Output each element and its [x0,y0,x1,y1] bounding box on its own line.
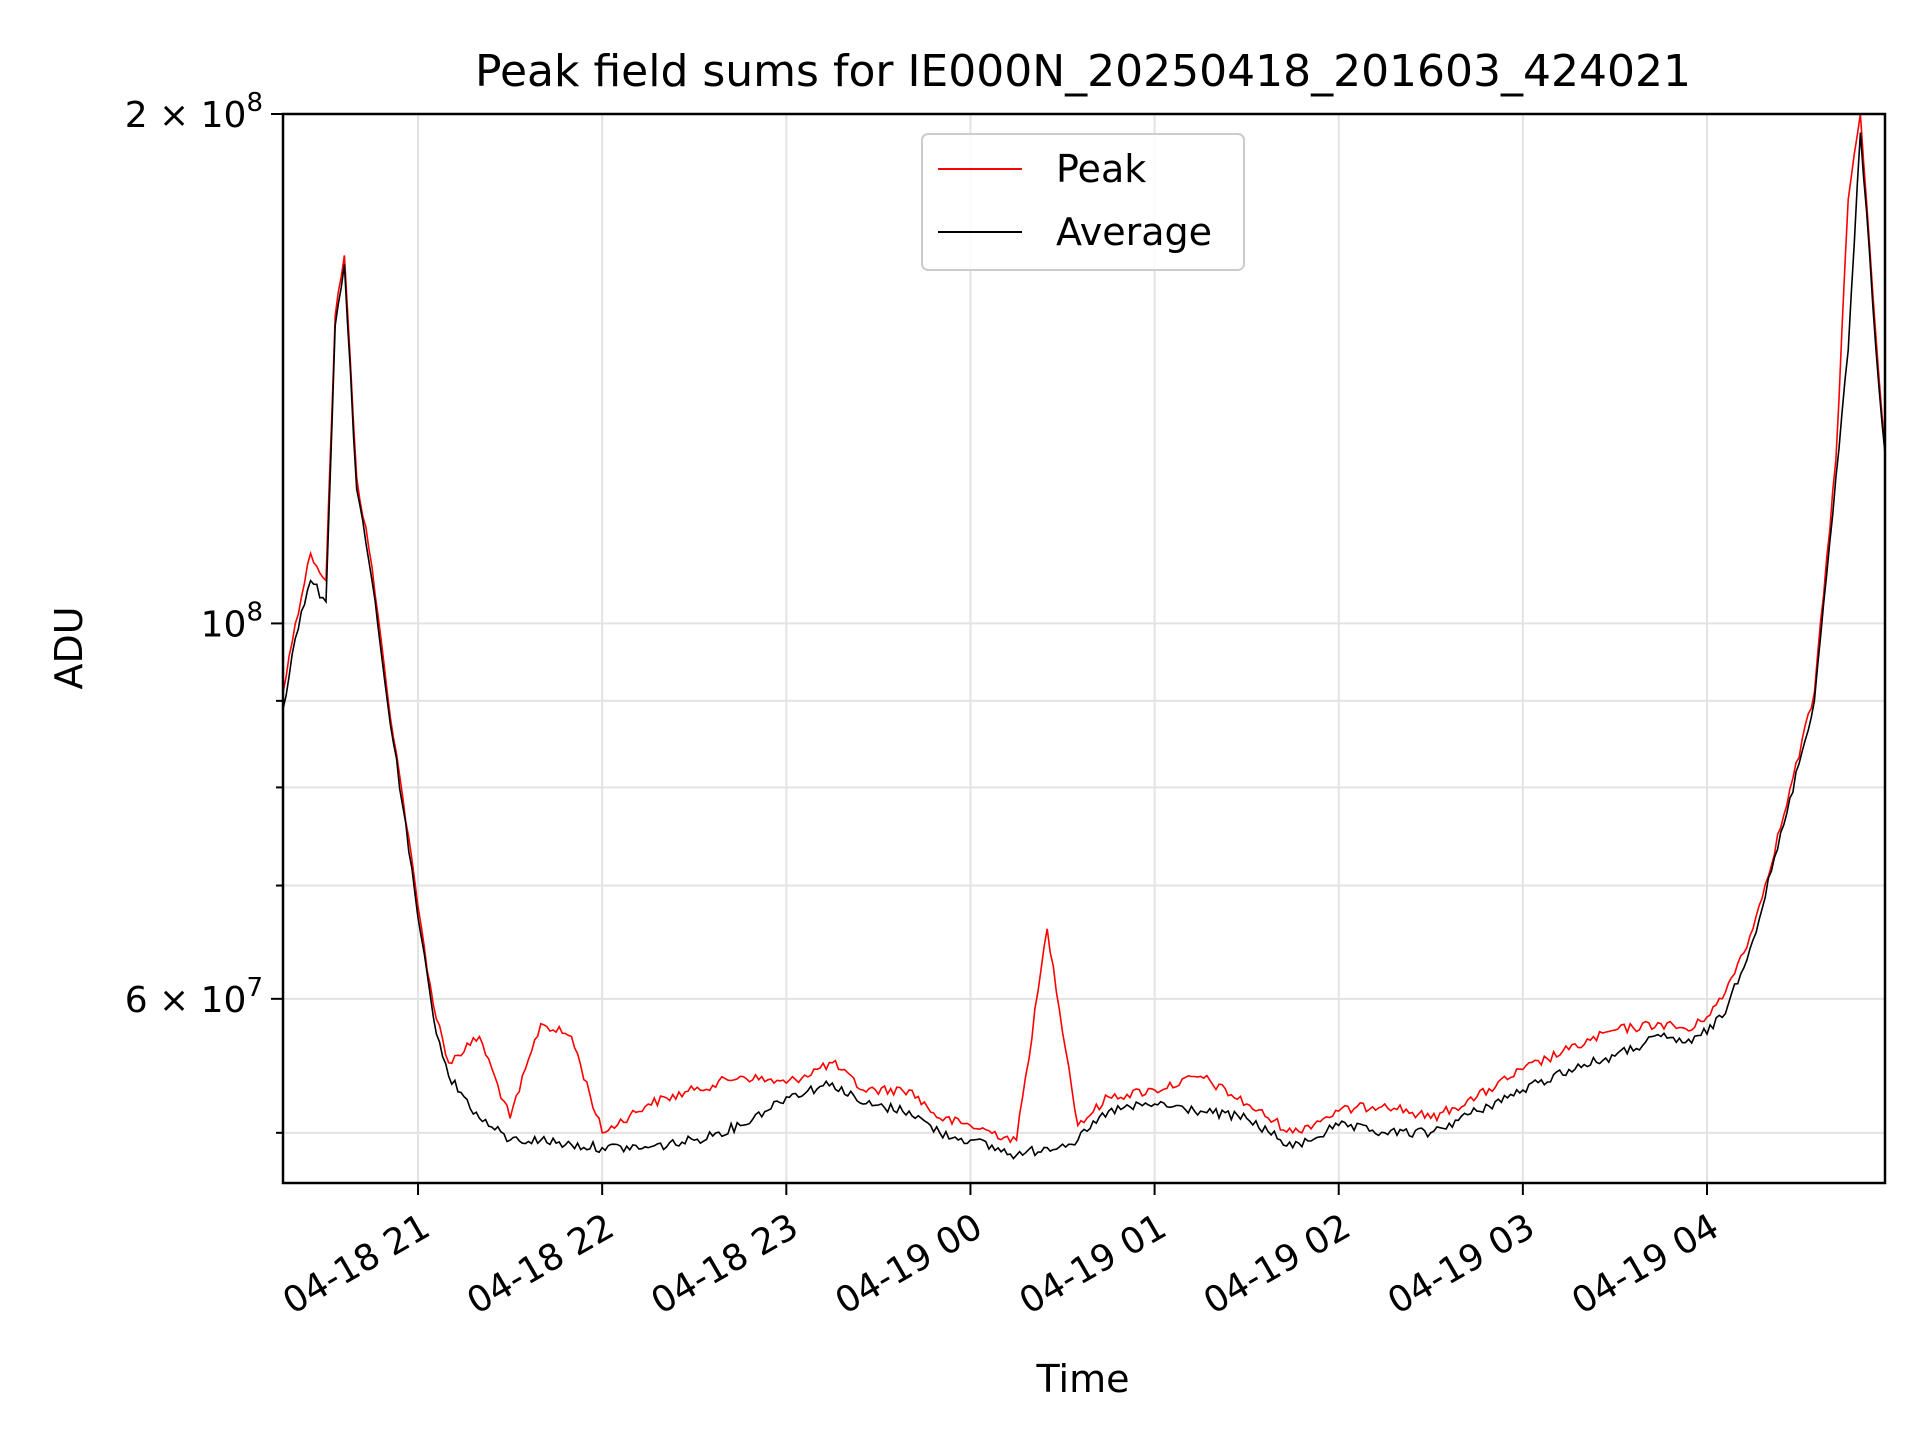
y-axis-ticks: 2 × 108 108 6 × 107 [125,88,283,1134]
series-lines [282,113,1886,1160]
legend-label-average: Average [1056,210,1212,254]
x-tick-label: 04-18 23 [645,1206,806,1322]
y-axis-label: ADU [47,606,91,689]
series-line-average [282,132,1886,1160]
y-tick-label: 108 [201,597,263,645]
x-axis-ticks: 04-18 21 04-18 22 04-18 23 04-19 00 04-19 01… [276,1183,1726,1323]
legend-label-peak: Peak [1056,147,1146,191]
x-axis-label: Time [1036,1357,1130,1401]
chart-title: Peak field sums for IE000N_20250418_2016… [475,46,1691,97]
x-tick-label: 04-19 04 [1565,1206,1726,1322]
x-tick-label: 04-18 21 [276,1206,437,1322]
legend: Peak Average [921,133,1245,271]
x-tick-label: 04-19 03 [1381,1206,1542,1322]
series-line-peak [282,113,1886,1144]
x-tick-label: 04-18 22 [460,1206,621,1322]
plot-frame [281,112,1887,1185]
x-tick-label: 04-19 02 [1197,1206,1358,1322]
y-tick-label: 2 × 108 [125,88,263,136]
x-tick-label: 04-19 00 [829,1206,990,1322]
grid [283,113,1885,1183]
y-tick-label: 6 × 107 [125,973,263,1021]
x-tick-label: 04-19 01 [1013,1206,1174,1322]
